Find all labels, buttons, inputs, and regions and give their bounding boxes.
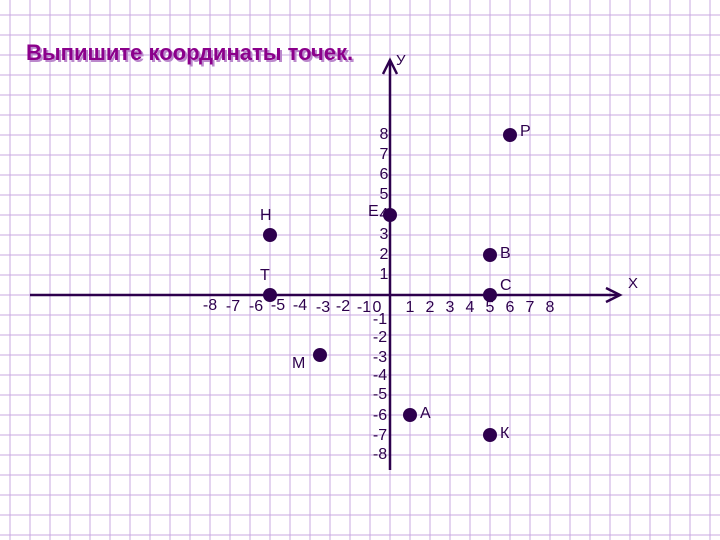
x-tick-label: -6 — [249, 298, 263, 316]
y-tick-label: 6 — [380, 166, 389, 184]
x-tick-label: 6 — [506, 299, 515, 317]
x-tick-label: -3 — [316, 299, 330, 317]
point-label: Т — [260, 267, 270, 285]
y-tick-label: -6 — [373, 407, 387, 425]
y-axis-label: У — [396, 52, 406, 69]
y-tick-label: -7 — [373, 427, 387, 445]
y-tick-label: 1 — [380, 266, 389, 284]
x-tick-label: -2 — [336, 298, 350, 316]
point — [383, 208, 397, 222]
x-tick-label: 8 — [546, 299, 555, 317]
x-tick-label: 2 — [426, 299, 435, 317]
x-tick-label: 7 — [526, 299, 535, 317]
point — [483, 428, 497, 442]
y-tick-label: -5 — [373, 386, 387, 404]
x-tick-label: 1 — [406, 299, 415, 317]
point-label: С — [500, 277, 512, 295]
point-label: Р — [520, 123, 531, 141]
point — [503, 128, 517, 142]
coordinate-plane: Выпишите координаты точек.Выпишите коорд… — [0, 0, 720, 540]
x-axis-label: Х — [628, 275, 638, 292]
point — [313, 348, 327, 362]
y-tick-label: -2 — [373, 329, 387, 347]
task-title: Выпишите координаты точек. — [26, 40, 353, 66]
grid-svg — [0, 0, 720, 540]
y-tick-label: 2 — [380, 246, 389, 264]
x-tick-label: -7 — [226, 298, 240, 316]
y-tick-label: 5 — [380, 186, 389, 204]
y-tick-label: -8 — [373, 446, 387, 464]
y-tick-label: 7 — [380, 146, 389, 164]
point — [403, 408, 417, 422]
y-tick-label: -1 — [373, 311, 387, 329]
y-tick-label: -4 — [373, 367, 387, 385]
point — [263, 228, 277, 242]
y-tick-label: -3 — [373, 349, 387, 367]
point — [483, 288, 497, 302]
y-tick-label: 3 — [380, 226, 389, 244]
y-tick-label: 8 — [380, 126, 389, 144]
x-tick-label: -8 — [203, 297, 217, 315]
point-label: М — [292, 355, 305, 373]
point — [263, 288, 277, 302]
point-label: Н — [260, 207, 272, 225]
point-label: В — [500, 245, 511, 263]
point — [483, 248, 497, 262]
x-tick-label: 3 — [446, 299, 455, 317]
point-label: К — [500, 425, 509, 443]
x-tick-label: 4 — [466, 299, 475, 317]
point-label: А — [420, 405, 431, 423]
x-tick-label: -4 — [293, 297, 307, 315]
x-tick-label: -1 — [357, 299, 371, 317]
point-label: Е — [368, 203, 379, 221]
